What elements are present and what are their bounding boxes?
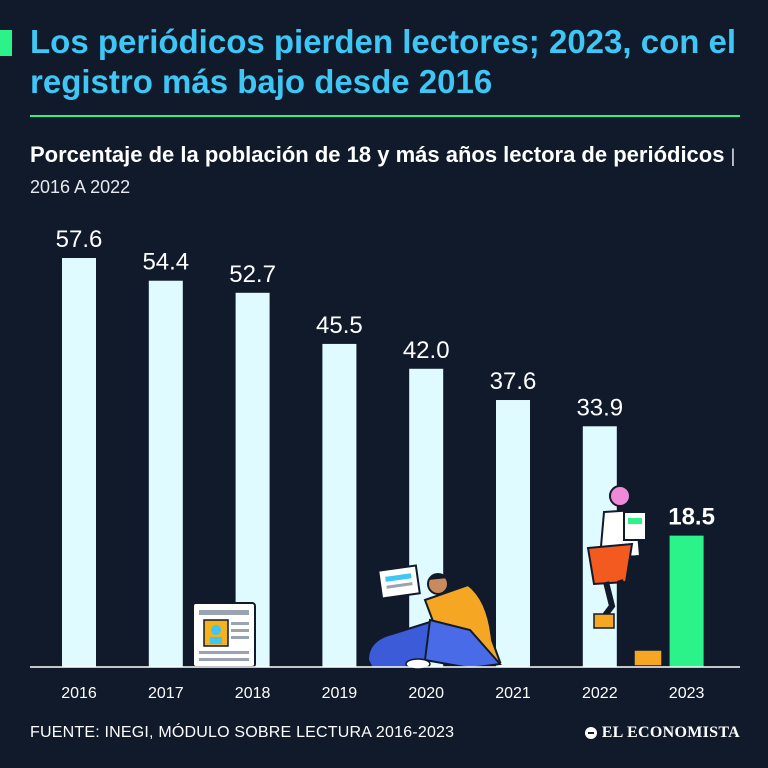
brand-name: EL ECONOMISTA (601, 724, 740, 741)
bars-group (62, 258, 704, 667)
subtitle-range: | 2016 A 2022 (30, 146, 736, 197)
walking-reader-illustration (586, 485, 663, 667)
data-label-2017: 54.4 (142, 249, 189, 276)
subtitle-text: Porcentaje de la población de 18 y más a… (30, 142, 725, 167)
title-accent-mark (0, 30, 12, 56)
source-note: FUENTE: INEGI, MÓDULO SOBRE LECTURA 2016… (30, 724, 455, 741)
data-label-2018: 52.7 (229, 261, 276, 288)
seated-reader-illustration (366, 564, 502, 670)
bar-2016 (62, 258, 96, 667)
brand-logo: EL ECONOMISTA (584, 724, 740, 742)
brand-mark-icon (584, 727, 597, 739)
bar-2019 (322, 343, 357, 667)
bar-2023 (669, 535, 704, 667)
data-label-2016: 57.6 (56, 226, 103, 253)
chart-subtitle: Porcentaje de la población de 18 y más a… (30, 140, 750, 202)
newspaper-icon (192, 602, 256, 668)
bar-2021 (496, 400, 530, 667)
x-tick-label-2017: 2017 (148, 685, 184, 702)
data-label-2022: 33.9 (576, 394, 623, 421)
x-tick-label-2018: 2018 (235, 685, 271, 702)
x-tick-label-2023: 2023 (669, 685, 705, 702)
x-tick-label-2021: 2021 (495, 685, 531, 702)
page-title: Los periódicos pierden lectores; 2023, c… (30, 23, 737, 100)
data-label-2021: 37.6 (490, 368, 537, 395)
x-tick-label-2019: 2019 (322, 685, 358, 702)
x-tick-label-2022: 2022 (582, 685, 618, 702)
data-label-2020: 42.0 (403, 337, 450, 364)
data-label-2023: 18.5 (668, 504, 715, 531)
x-tick-label-2016: 2016 (61, 685, 97, 702)
bar-2017 (148, 280, 183, 667)
title-divider (30, 115, 740, 117)
data-label-2019: 45.5 (316, 312, 363, 339)
x-tick-labels-group: 2016 2017 2018 2019 2020 2021 2022 2023 (61, 685, 704, 702)
illustrations-group (192, 485, 663, 670)
x-tick-label-2020: 2020 (408, 685, 444, 702)
data-labels-group: 57.6 54.4 52.7 45.5 42.0 37.6 33.9 18.5 (56, 226, 715, 531)
